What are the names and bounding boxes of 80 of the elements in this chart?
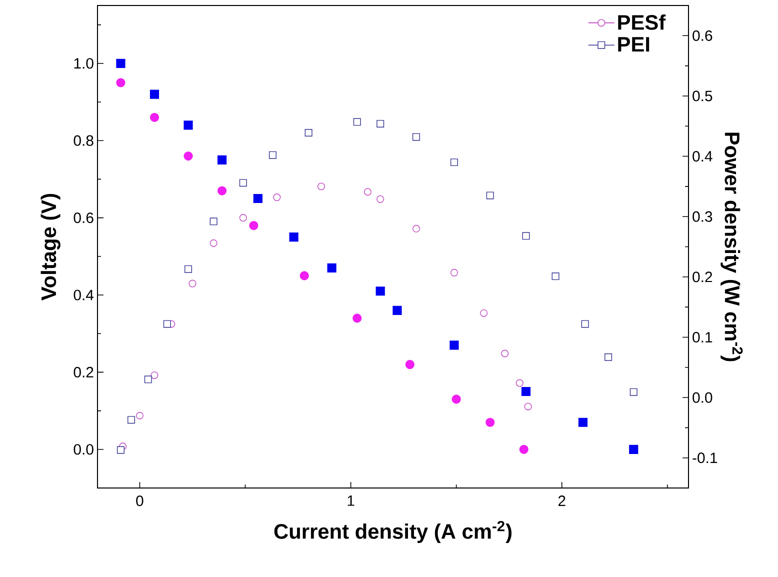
point xyxy=(630,388,638,396)
point xyxy=(376,120,384,128)
y-tick-label: 0.2 xyxy=(74,366,94,378)
point xyxy=(217,186,227,196)
point xyxy=(249,220,258,230)
y2-tick-label: -0.1 xyxy=(692,452,718,464)
point xyxy=(519,444,528,454)
point xyxy=(552,272,560,280)
point xyxy=(452,394,461,404)
point xyxy=(412,133,420,141)
point xyxy=(184,265,192,273)
point xyxy=(629,444,638,454)
x-tick-label: 0 xyxy=(136,496,144,506)
point xyxy=(376,286,385,296)
point xyxy=(524,402,532,410)
point xyxy=(188,280,196,288)
point xyxy=(450,268,458,276)
point xyxy=(150,112,160,122)
point xyxy=(501,350,509,358)
legend-label: PEI xyxy=(618,37,650,52)
point xyxy=(516,379,524,387)
point xyxy=(405,360,414,370)
point xyxy=(317,182,325,190)
point xyxy=(486,418,495,427)
point xyxy=(486,192,494,200)
point xyxy=(522,232,530,240)
y2-tick-label: 0.4 xyxy=(692,150,712,162)
y2-tick-label: 0.0 xyxy=(692,392,712,403)
y-tick-label: 1.0 xyxy=(74,58,94,69)
point xyxy=(128,416,136,424)
point xyxy=(239,179,247,187)
point xyxy=(327,263,336,273)
legend-label: PESf xyxy=(618,14,666,30)
point xyxy=(304,129,312,137)
y-axis-title: Voltage (V) xyxy=(40,194,60,300)
point xyxy=(376,195,384,203)
point xyxy=(163,320,171,328)
point xyxy=(392,306,402,315)
y2-tick-label: 0.3 xyxy=(692,211,712,222)
point xyxy=(116,58,126,68)
point xyxy=(217,155,227,164)
point xyxy=(412,224,420,232)
point xyxy=(268,151,276,159)
x-tick-label: 2 xyxy=(558,496,566,506)
point xyxy=(116,78,126,88)
x-axis-title: Current density (A cm$^{-2}$) xyxy=(274,520,512,544)
point xyxy=(353,118,361,126)
point xyxy=(253,194,262,204)
point xyxy=(289,232,298,242)
point xyxy=(300,271,309,280)
point xyxy=(581,320,589,328)
point xyxy=(150,90,160,99)
y-tick-label: 0.0 xyxy=(74,444,94,455)
y2-tick-label: 0.5 xyxy=(692,90,712,102)
point xyxy=(604,353,612,361)
x-tick-label: 1 xyxy=(348,496,354,506)
point xyxy=(352,314,362,323)
y2-tick-label: 0.6 xyxy=(692,30,712,41)
point xyxy=(210,218,218,226)
y-tick-label: 0.4 xyxy=(74,290,94,300)
point xyxy=(184,151,193,161)
point xyxy=(480,309,488,317)
point xyxy=(184,120,193,130)
point xyxy=(521,386,531,396)
point xyxy=(210,239,218,247)
point xyxy=(144,376,152,384)
point xyxy=(450,340,459,350)
point xyxy=(273,194,281,202)
y2-tick-label: 0.1 xyxy=(692,332,712,343)
point xyxy=(136,412,144,420)
point xyxy=(150,371,158,379)
y-tick-label: 0.8 xyxy=(74,135,94,146)
point xyxy=(116,446,124,454)
point xyxy=(450,158,458,166)
y2-tick-label: 0.2 xyxy=(692,272,712,282)
point xyxy=(578,418,588,427)
point xyxy=(364,188,372,196)
y2-axis-title: Power density (W cm$^{-2}$) xyxy=(720,132,743,362)
y-tick-label: 0.6 xyxy=(74,212,94,224)
point xyxy=(239,214,247,222)
